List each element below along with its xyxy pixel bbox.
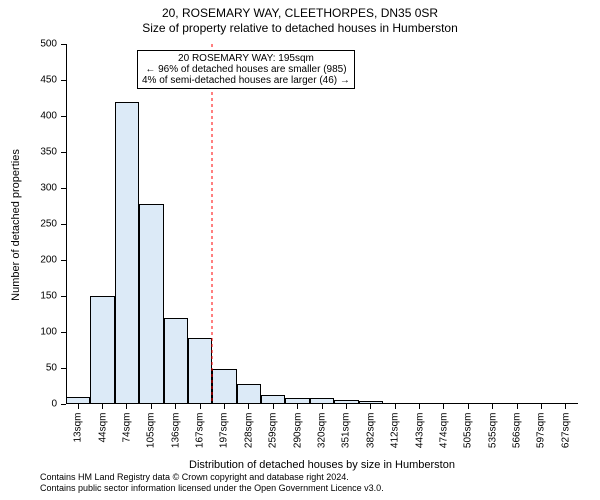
plot-area: 05010015020025030035040045050013sqm44sqm… <box>66 44 578 404</box>
footer-block: Contains HM Land Registry data © Crown c… <box>40 472 600 495</box>
chart-container: 20, ROSEMARY WAY, CLEETHORPES, DN35 0SR … <box>0 0 600 500</box>
x-tick <box>565 404 566 409</box>
x-tick <box>151 404 152 409</box>
x-axis-label: Distribution of detached houses by size … <box>66 459 578 471</box>
annotation-line: ← 96% of detached houses are smaller (98… <box>142 64 350 75</box>
y-tick-label: 350 <box>23 147 57 158</box>
annotation-box: 20 ROSEMARY WAY: 195sqm← 96% of detached… <box>137 50 355 89</box>
y-tick-label: 450 <box>23 75 57 86</box>
y-tick-label: 0 <box>23 399 57 410</box>
x-tick <box>273 404 274 409</box>
histogram-bar <box>188 338 212 404</box>
y-tick-label: 100 <box>23 327 57 338</box>
x-tick <box>126 404 127 409</box>
x-tick <box>443 404 444 409</box>
y-tick-label: 150 <box>23 291 57 302</box>
annotation-line: 20 ROSEMARY WAY: 195sqm <box>142 53 350 64</box>
x-tick <box>419 404 420 409</box>
x-tick <box>541 404 542 409</box>
x-tick <box>224 404 225 409</box>
y-tick-label: 500 <box>23 39 57 50</box>
annotation-line: 4% of semi-detached houses are larger (4… <box>142 75 350 86</box>
x-tick <box>297 404 298 409</box>
y-tick-label: 300 <box>23 183 57 194</box>
x-tick <box>492 404 493 409</box>
x-tick <box>78 404 79 409</box>
x-axis-line <box>66 403 578 404</box>
footer-line-1: Contains HM Land Registry data © Crown c… <box>40 472 600 483</box>
y-axis-label: Number of detached properties <box>10 125 22 325</box>
y-tick-label: 50 <box>23 363 57 374</box>
y-tick-label: 250 <box>23 219 57 230</box>
histogram-bar <box>139 204 163 404</box>
titles-block: 20, ROSEMARY WAY, CLEETHORPES, DN35 0SR … <box>0 0 600 36</box>
x-tick <box>346 404 347 409</box>
x-tick <box>200 404 201 409</box>
x-tick <box>517 404 518 409</box>
y-axis-line <box>66 44 67 404</box>
x-tick <box>175 404 176 409</box>
y-tick-label: 200 <box>23 255 57 266</box>
y-tick-label: 400 <box>23 111 57 122</box>
histogram-bar <box>212 369 236 404</box>
x-tick <box>468 404 469 409</box>
title-line-1: 20, ROSEMARY WAY, CLEETHORPES, DN35 0SR <box>0 6 600 21</box>
histogram-bar <box>237 384 261 404</box>
x-tick <box>322 404 323 409</box>
footer-line-2: Contains public sector information licen… <box>40 483 600 494</box>
reference-line <box>211 44 213 404</box>
histogram-bar <box>115 102 139 404</box>
x-tick <box>395 404 396 409</box>
x-tick <box>102 404 103 409</box>
histogram-bar <box>90 296 114 404</box>
title-line-2: Size of property relative to detached ho… <box>0 21 600 36</box>
histogram-bar <box>164 318 188 404</box>
x-tick <box>370 404 371 409</box>
x-tick <box>248 404 249 409</box>
